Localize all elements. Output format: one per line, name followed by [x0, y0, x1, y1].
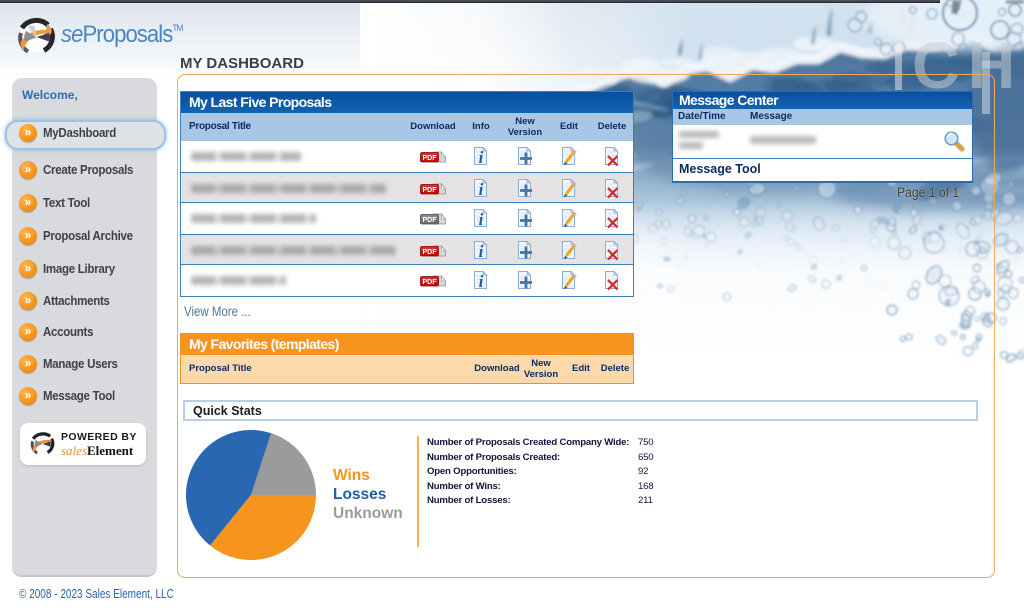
- svg-text:i: i: [479, 242, 484, 261]
- svg-text:PDF: PDF: [423, 217, 438, 224]
- svg-text:i: i: [479, 210, 484, 229]
- svg-text:PDF: PDF: [423, 187, 438, 194]
- svg-text:PDF: PDF: [423, 279, 438, 286]
- svg-text:i: i: [479, 148, 484, 167]
- svg-text:PDF: PDF: [423, 249, 438, 256]
- svg-text:CH: CH: [912, 28, 1023, 102]
- svg-text:PDF: PDF: [423, 155, 438, 162]
- svg-text:i: i: [479, 180, 484, 199]
- svg-text:i: i: [479, 272, 484, 291]
